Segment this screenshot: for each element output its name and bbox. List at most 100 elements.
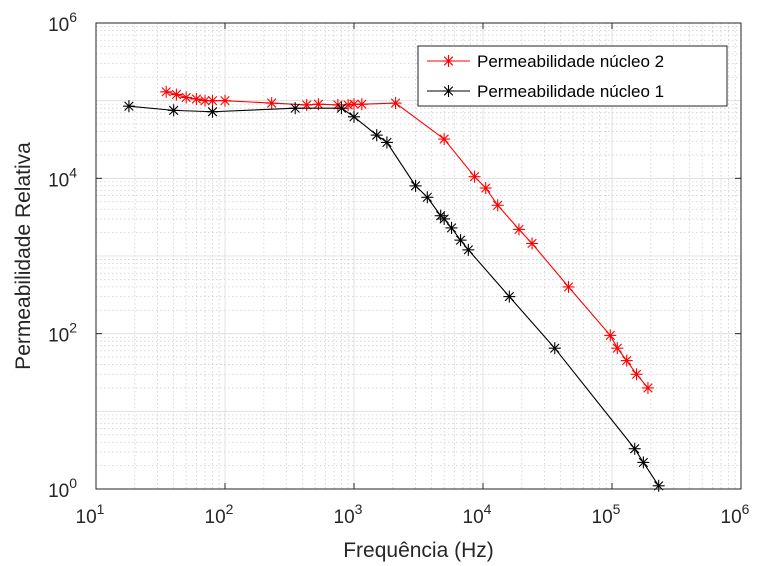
marker-stroke: [181, 92, 191, 103]
marker-stroke: [382, 137, 392, 148]
x-tick-exponent: 6: [742, 501, 750, 517]
marker-stroke: [638, 457, 649, 468]
series-2-point: [380, 136, 393, 149]
marker-stroke: [492, 200, 503, 210]
series-2-point: [335, 102, 348, 115]
series-2-point: [289, 102, 302, 115]
x-tick-exponent: 1: [97, 501, 105, 517]
marker-stroke: [630, 444, 640, 454]
series-1-point: [620, 354, 633, 367]
marker-stroke: [171, 89, 182, 100]
marker-stroke: [372, 130, 382, 140]
marker-stroke: [481, 183, 491, 193]
marker-stroke: [612, 343, 623, 353]
series-1-point: [611, 342, 624, 355]
marker-stroke: [313, 99, 324, 109]
legend-box: [417, 45, 728, 107]
series-1-point: [389, 97, 402, 110]
series-1-point: [512, 223, 525, 236]
series-1-point: [160, 85, 173, 98]
series-1-point: [206, 94, 219, 107]
series-1-point: [604, 329, 617, 342]
legend-label-series-1: Permeabilidade núcleo 2: [477, 52, 664, 71]
series-1-point: [355, 98, 368, 111]
series-2-point: [167, 104, 180, 117]
marker-stroke: [422, 192, 433, 203]
series-1-point: [190, 93, 203, 106]
marker-stroke: [336, 103, 347, 113]
y-tick-exponent: 2: [69, 320, 77, 336]
legend: Permeabilidade núcleo 2 Permeabilidade n…: [417, 45, 728, 107]
marker-stroke: [469, 171, 480, 182]
series-1-point: [219, 94, 231, 107]
x-tick-exponent: 3: [355, 501, 363, 517]
series-2-line: [128, 105, 660, 487]
marker-stroke: [455, 235, 466, 245]
y-tick-exponent: 6: [69, 9, 77, 25]
series-2-point: [548, 342, 561, 355]
marker-stroke: [357, 99, 367, 109]
marker-stroke: [349, 99, 359, 109]
series-2-point: [462, 243, 475, 256]
x-tick-exponent: 4: [484, 501, 492, 517]
marker-stroke: [443, 86, 454, 96]
marker-stroke: [439, 214, 449, 224]
marker-stroke: [443, 56, 454, 66]
marker-stroke: [563, 282, 574, 292]
series-1-point: [468, 170, 481, 183]
marker-stroke: [266, 98, 277, 108]
legend-markers: [442, 55, 455, 97]
series-2-point: [206, 105, 219, 118]
series-2-point: [421, 191, 434, 204]
series-2-point: [503, 290, 516, 303]
series-2-point: [122, 100, 135, 113]
series-1-point: [312, 98, 325, 111]
marker-stroke: [463, 245, 474, 255]
legend-marker-series-2: [442, 85, 455, 97]
marker-stroke: [349, 112, 359, 122]
series-2-point: [628, 442, 641, 455]
marker-stroke: [527, 238, 537, 249]
series-2-point: [652, 479, 665, 492]
series-1-point: [526, 237, 539, 250]
grid-layer: [96, 23, 741, 489]
marker-stroke: [200, 95, 210, 106]
marker-stroke: [290, 103, 300, 113]
series-1-point: [491, 199, 504, 212]
marker-stroke: [504, 291, 515, 302]
y-axis-label: Permeabilidade Relativa: [12, 142, 35, 370]
marker-stroke: [161, 87, 171, 97]
series-2-point: [348, 110, 360, 123]
series-1-point: [641, 381, 654, 394]
x-tick-exponent: 2: [226, 501, 234, 517]
plot-area-frame: [95, 22, 742, 490]
y-tick-exponent: 0: [69, 475, 77, 491]
marker-stroke: [207, 95, 218, 106]
marker-stroke: [410, 181, 421, 191]
series-1-point: [170, 88, 183, 101]
marker-stroke: [605, 330, 616, 341]
series-2-point: [409, 179, 422, 192]
legend-marker-series-1: [442, 55, 455, 67]
marker-stroke: [446, 223, 457, 233]
series-1-point: [479, 182, 492, 195]
series-1-point: [265, 97, 278, 110]
series-1-point: [300, 98, 313, 111]
series-1-point: [199, 94, 212, 107]
x-axis-label: Frequência (Hz): [343, 539, 494, 562]
legend-label-series-2: Permeabilidade núcleo 1: [477, 82, 664, 101]
marker-stroke: [220, 95, 230, 106]
x-tick-exponent: 5: [613, 501, 621, 517]
marker-stroke: [168, 105, 179, 116]
marker-stroke: [207, 107, 218, 117]
series-2-point: [445, 221, 458, 234]
series-1-point: [180, 91, 193, 104]
series-2-point: [438, 212, 451, 225]
series-layer: [122, 85, 665, 492]
marker-stroke: [439, 134, 449, 144]
marker-stroke: [514, 224, 524, 235]
y-tick-exponent: 4: [69, 164, 77, 180]
series-2-point: [454, 234, 467, 247]
series-1-point: [438, 133, 451, 146]
